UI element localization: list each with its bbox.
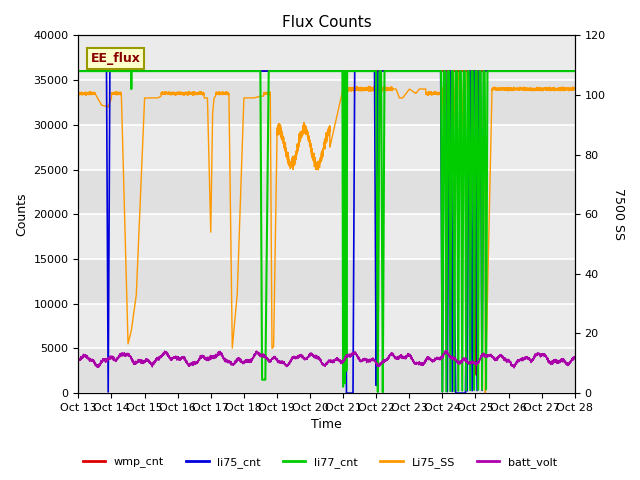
Y-axis label: 7500 SS: 7500 SS [612, 188, 625, 240]
X-axis label: Time: Time [311, 419, 342, 432]
Bar [79, 169, 575, 214]
Bar [79, 80, 575, 125]
Y-axis label: Counts: Counts [15, 192, 28, 236]
Bar [79, 36, 575, 80]
Bar [79, 348, 575, 393]
Title: Flux Counts: Flux Counts [282, 15, 371, 30]
Legend: wmp_cnt, li75_cnt, li77_cnt, Li75_SS, batt_volt: wmp_cnt, li75_cnt, li77_cnt, Li75_SS, ba… [78, 452, 562, 472]
Bar [79, 214, 575, 259]
Text: EE_flux: EE_flux [91, 52, 141, 65]
Bar [79, 125, 575, 169]
Bar [79, 259, 575, 304]
Bar [79, 304, 575, 348]
